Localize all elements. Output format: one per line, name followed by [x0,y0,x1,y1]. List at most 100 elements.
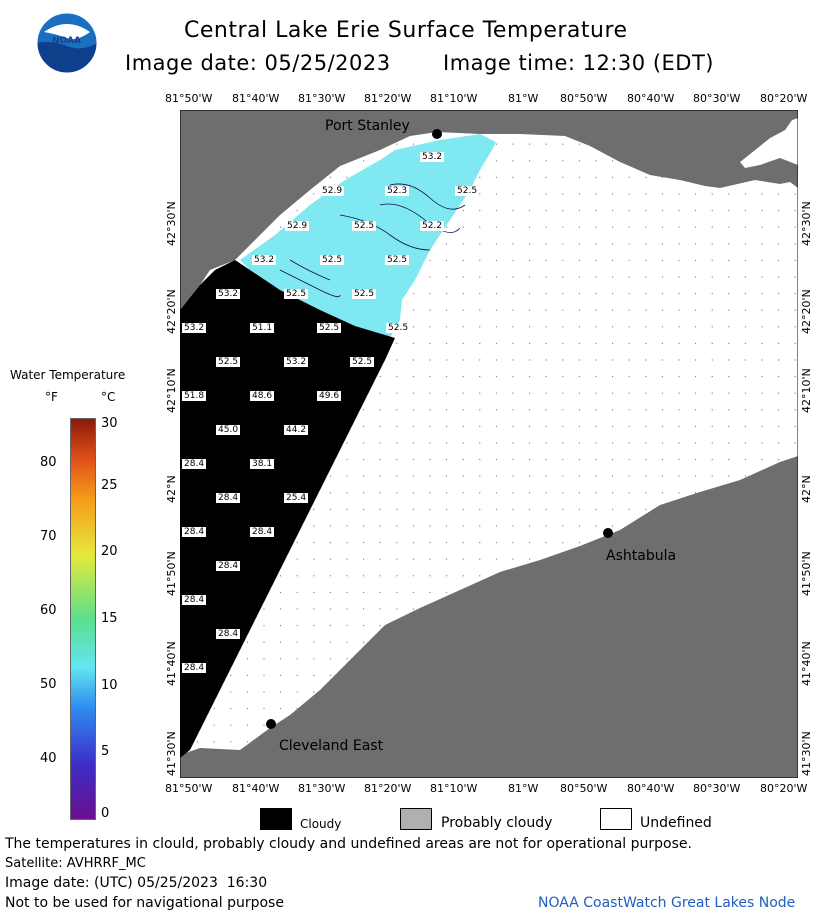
legend-c-tick: 30 [101,416,118,431]
temp-label: 52.5 [320,255,345,265]
south-shore-land [180,456,798,778]
temp-label: 52.9 [285,221,310,231]
probably-cloudy-swatch [400,808,432,830]
lon-tick: 81°40'W [232,782,280,795]
undefined-label: Undefined [640,815,712,831]
cloudy-label: Cloudy [300,817,342,831]
temp-label: 44.2 [284,425,309,435]
temp-label: 52.5 [216,357,241,367]
lon-tick: 81°W [508,92,539,105]
temp-label: 28.4 [216,493,241,503]
legend-f-tick: 40 [40,751,57,766]
temp-label: 53.2 [420,152,445,162]
legend-f-tick: 80 [40,455,57,470]
temp-label: 53.2 [284,357,309,367]
ashtabula-label: Ashtabula [606,548,677,564]
lat-tick: 41°30'N [165,731,178,776]
temp-label: 51.1 [250,323,275,333]
lat-tick: 42°N [165,475,178,503]
lon-tick: 80°50'W [560,92,608,105]
logo-text: NOAA [52,36,81,46]
lon-tick: 81°20'W [364,92,412,105]
credit-text: NOAA CoastWatch Great Lakes Node [538,895,796,911]
temp-label: 52.5 [317,323,342,333]
temp-label: 28.4 [182,527,207,537]
port-stanley-label: Port Stanley [325,118,410,134]
legend-c-tick: 10 [101,678,118,693]
legend-c-tick: 5 [101,744,110,759]
temp-label: 52.2 [420,221,445,231]
temp-label: 53.2 [252,255,277,265]
north-shore-land [180,110,798,310]
disclaimer-text: The temperatures in clould, probably clo… [5,836,692,852]
temp-label: 52.9 [320,186,345,196]
noaa-logo: NOAA [36,12,98,74]
lon-tick: 81°50'W [165,92,213,105]
utc-date-text: Image date: (UTC) 05/25/2023 16:30 [5,875,268,891]
cleveland-east-marker [266,719,276,729]
temp-label: 53.2 [216,289,241,299]
temp-label: 52.5 [385,255,410,265]
map-title: Central Lake Erie Surface Temperature [184,18,628,43]
satellite-text: Satellite: AVHRRF_MC [5,856,146,871]
image-date: Image date: 05/25/2023 [125,51,391,75]
legend-c-tick: 0 [101,806,110,821]
temp-label: 28.4 [182,595,207,605]
temp-label: 25.4 [284,493,309,503]
lat-tick: 41°50'N [800,551,813,596]
temp-label: 49.6 [317,391,342,401]
lon-tick: 80°40'W [627,92,675,105]
legend-unit-c: °C [101,390,116,404]
legend-f-tick: 50 [40,677,57,692]
temp-label: 28.4 [182,663,207,673]
lat-tick: 42°30'N [800,201,813,246]
lon-tick: 81°50'W [165,782,213,795]
temp-label: 51.8 [182,391,207,401]
lat-tick: 41°40'N [165,641,178,686]
map-canvas: 53.2 52.9 52.3 52.5 52.9 52.5 52.2 53.2 … [180,110,798,778]
lat-tick: 41°40'N [800,641,813,686]
image-time: Image time: 12:30 (EDT) [443,51,714,75]
lon-tick: 80°20'W [760,92,808,105]
legend-unit-f: °F [45,390,58,404]
temp-label: 45.0 [216,425,241,435]
lon-tick: 81°30'W [298,92,346,105]
lon-tick: 81°20'W [364,782,412,795]
temp-label: 52.5 [350,357,375,367]
nav-warning-text: Not to be used for navigational purpose [5,895,284,911]
undefined-swatch [600,808,632,830]
legend-f-tick: 70 [40,529,57,544]
lat-tick: 41°50'N [165,551,178,596]
isolines [279,183,466,298]
lat-tick: 42°20'N [800,289,813,334]
cleveland-east-label: Cleveland East [279,738,384,754]
color-scale-bar [70,418,96,820]
temp-label: 53.2 [182,323,207,333]
legend-title: Water Temperature [10,368,126,382]
temp-label: 28.4 [216,629,241,639]
temp-label: 28.4 [216,561,241,571]
lat-tick: 42°10'N [165,368,178,413]
long-point [740,118,798,168]
temp-label: 28.4 [182,459,207,469]
lon-tick: 81°W [508,782,539,795]
lon-tick: 80°30'W [693,92,741,105]
lat-tick: 42°10'N [800,368,813,413]
lon-tick: 80°40'W [627,782,675,795]
lat-tick: 41°30'N [800,731,813,776]
temp-label: 52.5 [455,186,480,196]
lat-tick: 42°30'N [165,201,178,246]
legend-c-tick: 15 [101,611,118,626]
long-point-land [740,110,798,162]
lon-tick: 81°30'W [298,782,346,795]
legend-f-tick: 60 [40,603,57,618]
port-stanley-marker [432,129,442,139]
temp-label: 48.6 [250,391,275,401]
temp-label: 28.4 [250,527,275,537]
temp-label: 38.1 [250,459,275,469]
temp-label: 52.5 [284,289,309,299]
lon-tick: 80°50'W [560,782,608,795]
lat-tick: 42°20'N [165,289,178,334]
lon-tick: 80°30'W [693,782,741,795]
lon-tick: 80°20'W [760,782,808,795]
